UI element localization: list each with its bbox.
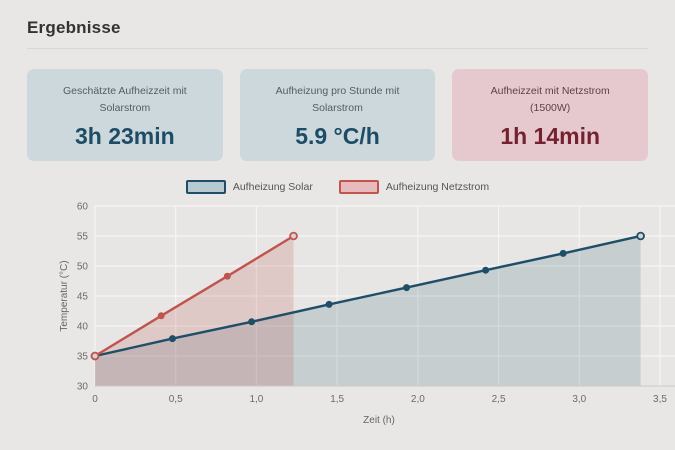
svg-text:1,5: 1,5 xyxy=(330,394,344,405)
svg-text:30: 30 xyxy=(77,382,89,393)
chart-legend: Aufheizung Solar Aufheizung Netzstrom xyxy=(27,179,648,194)
svg-text:3,5: 3,5 xyxy=(653,394,667,405)
results-page: Ergebnisse Geschätzte Aufheizzeit mit So… xyxy=(27,18,675,434)
svg-text:45: 45 xyxy=(77,292,89,303)
svg-text:Zeit (h): Zeit (h) xyxy=(363,415,395,426)
card-value-solar-time: 3h 23min xyxy=(74,122,175,149)
card-label-line1: Geschätzte Aufheizzeit mit xyxy=(62,85,187,97)
svg-text:1,0: 1,0 xyxy=(249,394,263,405)
card-label-line2: (1500W) xyxy=(530,101,571,114)
card-label-line1: Aufheizzeit mit Netzstrom xyxy=(490,85,610,97)
card-label: Aufheizzeit mit Netzstrom (1500W) xyxy=(460,83,640,117)
temperature-line-chart[interactable]: 0 0,5 1,0 1,5 2,0 2,5 3,0 3,5 30 35 40 45 50 55 60 Zeit… xyxy=(27,196,675,434)
svg-text:2,0: 2,0 xyxy=(411,394,425,405)
legend-item-netzstrom[interactable]: Aufheizung Netzstrom xyxy=(338,179,490,194)
svg-text:2,5: 2,5 xyxy=(492,394,506,405)
card-solar-heating-rate: Aufheizung pro Stunde mit Solarstrom 5.9… xyxy=(239,69,436,161)
card-label-line2: Solarstrom xyxy=(99,101,151,114)
svg-text:0,5: 0,5 xyxy=(169,394,183,405)
card-solar-heatup-time: Geschätzte Aufheizzeit mit Solarstrom 3h… xyxy=(27,69,223,161)
page-title: Ergebnisse xyxy=(27,18,121,37)
title-divider xyxy=(27,48,648,49)
svg-text:55: 55 xyxy=(77,232,89,243)
svg-text:Temperatur (°C): Temperatur (°C) xyxy=(59,260,70,331)
card-label: Geschätzte Aufheizzeit mit Solarstrom xyxy=(35,83,215,117)
svg-text:35: 35 xyxy=(77,352,89,363)
legend-label-solar: Aufheizung Solar xyxy=(232,180,313,193)
svg-text:60: 60 xyxy=(77,202,89,213)
legend-swatch-netzstrom xyxy=(338,179,379,194)
legend-item-solar[interactable]: Aufheizung Solar xyxy=(185,179,313,194)
legend-label-netzstrom: Aufheizung Netzstrom xyxy=(385,180,490,193)
svg-text:40: 40 xyxy=(77,322,89,333)
svg-text:3,0: 3,0 xyxy=(572,394,586,405)
card-value-heating-rate: 5.9 °C/h xyxy=(295,122,380,149)
card-value-grid-time: 1h 14min xyxy=(500,122,601,149)
stat-cards-row: Geschätzte Aufheizzeit mit Solarstrom 3h… xyxy=(27,69,649,161)
card-label-line1: Aufheizung pro Stunde mit xyxy=(275,85,400,97)
card-label: Aufheizung pro Stunde mit Solarstrom xyxy=(248,83,428,117)
svg-text:0: 0 xyxy=(92,394,98,405)
card-label-line2: Solarstrom xyxy=(312,101,363,114)
svg-text:50: 50 xyxy=(77,262,89,273)
legend-swatch-solar xyxy=(185,179,226,194)
card-grid-heatup-time: Aufheizzeit mit Netzstrom (1500W) 1h 14m… xyxy=(452,69,649,161)
